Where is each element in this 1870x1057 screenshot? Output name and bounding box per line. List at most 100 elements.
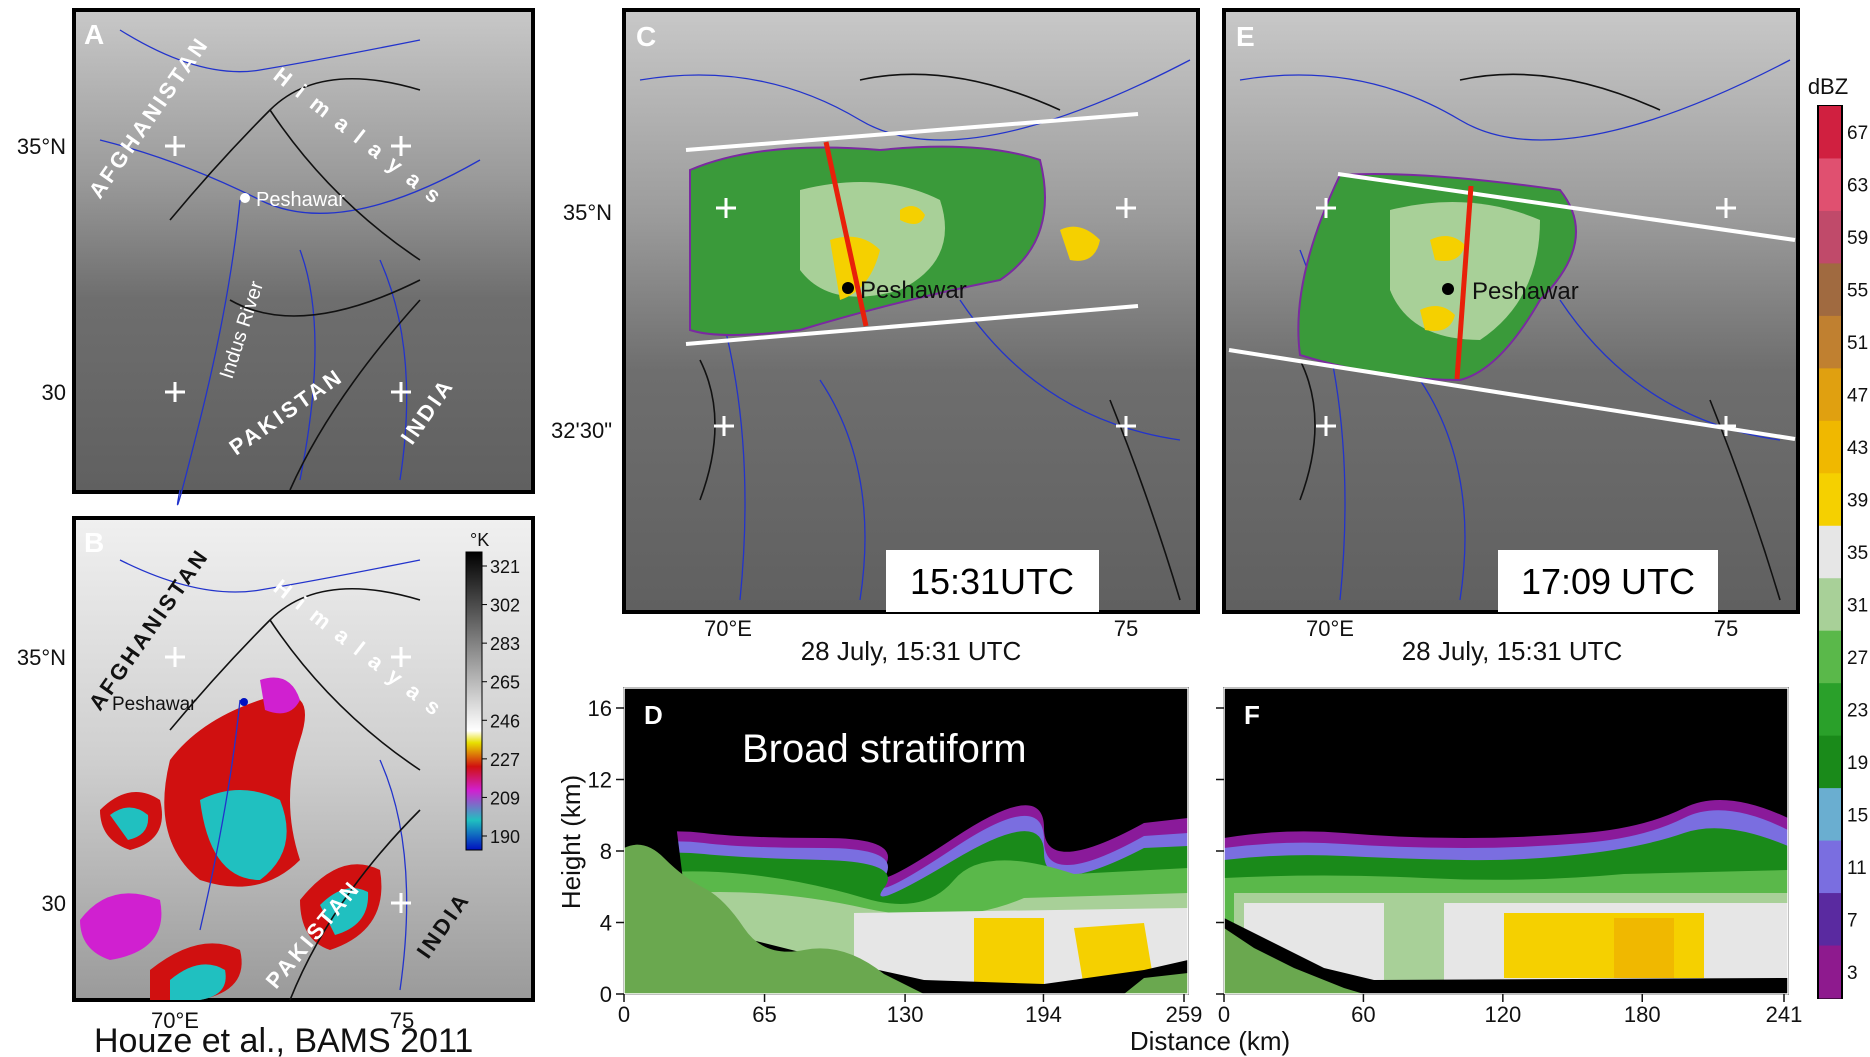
x-tick-label: 120: [1484, 1002, 1521, 1027]
peshawar-dot: [842, 282, 854, 294]
colorbar-segment: [1819, 368, 1841, 421]
peshawar-dot: [240, 193, 250, 203]
colorbar-segment: [1819, 526, 1841, 579]
lat-label: 35°N: [17, 134, 66, 159]
lon-label: 75: [1714, 616, 1738, 641]
x-tick-label: 0: [1218, 1002, 1230, 1027]
lat-label: 35°N: [563, 200, 612, 225]
city-label: Peshawar: [112, 694, 197, 715]
colorbar-label: 15: [1847, 805, 1868, 826]
colorbar-label: 35: [1847, 543, 1868, 564]
x-tick-label: 259: [1166, 1002, 1203, 1027]
lat-label: 30: [42, 891, 66, 916]
lat-label: 35°N: [17, 645, 66, 670]
colorbar-label: 47: [1847, 386, 1868, 407]
panel-label: E: [1236, 21, 1255, 52]
colorbar-label: 59: [1847, 228, 1868, 249]
x-tick-label: 180: [1624, 1002, 1661, 1027]
colorbar-segment: [1819, 473, 1841, 526]
panel-d: D Broad stratiform 0 65 130 194 259 0 4 8 12 16: [588, 688, 1203, 1027]
figure: A AFGHANISTAN Himalayas Peshawar Indus R…: [0, 0, 1870, 1057]
y-tick-label: 4: [600, 911, 612, 936]
panel-c: Peshawar C 15:31UTC 35°N 32'30" 70°E 75 …: [551, 10, 1198, 666]
panel-a: A AFGHANISTAN Himalayas Peshawar Indus R…: [17, 10, 533, 505]
colorbar-label: 11: [1847, 858, 1867, 879]
y-tick-label: 12: [588, 768, 612, 793]
colorbar-segment: [1819, 631, 1841, 684]
colorbar-label: 265: [490, 673, 520, 693]
lat-label: 32'30": [551, 418, 612, 443]
time-label: 15:31UTC: [910, 561, 1074, 602]
panel-label: A: [84, 19, 104, 50]
city-label: Peshawar: [860, 277, 967, 304]
colorbar-label: 31: [1847, 595, 1868, 616]
colorbar-unit: dBZ: [1808, 74, 1848, 99]
colorbar-segment: [1819, 158, 1841, 211]
colorbar-segment: [1819, 106, 1841, 159]
colorbar-label: 321: [490, 557, 520, 577]
colorbar-label: 23: [1847, 700, 1868, 721]
citation: Houze et al., BAMS 2011: [94, 1022, 473, 1057]
colorbar: [466, 552, 482, 850]
map-caption: 28 July, 15:31 UTC: [1402, 636, 1623, 666]
colorbar-label: 51: [1847, 333, 1868, 354]
time-label: 17:09 UTC: [1521, 561, 1695, 602]
panel-label: F: [1244, 700, 1260, 730]
colorbar-segment: [1819, 736, 1841, 789]
x-tick-label: 60: [1351, 1002, 1375, 1027]
panel-b: B AFGHANISTAN Himalayas Peshawar PAKISTA…: [17, 518, 533, 1033]
colorbar-label: 190: [490, 827, 520, 847]
colorbar-label: 19: [1847, 753, 1868, 774]
colorbar-segment: [1819, 683, 1841, 736]
colorbar-segment: [1819, 211, 1841, 264]
y-tick-label: 0: [600, 982, 612, 1007]
colorbar-segment: [1819, 788, 1841, 841]
colorbar-segment: [1819, 578, 1841, 631]
colorbar-label: 39: [1847, 491, 1868, 512]
city-label: Peshawar: [256, 189, 345, 211]
x-tick-label: 65: [752, 1002, 776, 1027]
y-tick-label: 8: [600, 839, 612, 864]
colorbar-label: 27: [1847, 648, 1868, 669]
x-tick-label: 130: [887, 1002, 924, 1027]
colorbar-label: 7: [1847, 910, 1858, 931]
colorbar-label: 227: [490, 750, 520, 770]
lon-label: 70°E: [1306, 616, 1354, 641]
lon-label: 70°E: [704, 616, 752, 641]
colorbar-segment: [1819, 421, 1841, 474]
colorbar-segment: [1819, 841, 1841, 894]
map-caption: 28 July, 15:31 UTC: [801, 636, 1022, 666]
lon-label: 75: [1114, 616, 1138, 641]
colorbar-segment: [1819, 263, 1841, 316]
colorbar-label: 63: [1847, 176, 1868, 197]
colorbar-label: 283: [490, 634, 520, 654]
panel-e: Peshawar E 17:09 UTC 70°E 75 28 July, 15…: [1224, 10, 1798, 666]
city-label: Peshawar: [1472, 278, 1579, 305]
colorbar-unit: °K: [470, 530, 489, 550]
colorbar-label: 55: [1847, 281, 1868, 302]
colorbar: 67 63 59 55 51 47 43 39 35 31 27 23 19 15 11 7 3: [1819, 106, 1868, 999]
x-tick-label: 194: [1025, 1002, 1062, 1027]
colorbar-label: 302: [490, 596, 520, 616]
colorbar-segment: [1819, 946, 1841, 999]
colorbar-label: 209: [490, 788, 520, 808]
colorbar-segment: [1819, 893, 1841, 946]
colorbar-segment: [1819, 316, 1841, 369]
colorbar-label: 43: [1847, 438, 1868, 459]
peshawar-dot: [1442, 283, 1454, 295]
colorbar-label: 246: [490, 711, 520, 731]
lat-label: 30: [42, 380, 66, 405]
x-tick-label: 0: [618, 1002, 630, 1027]
panel-label: B: [84, 527, 104, 558]
y-tick-label: 16: [588, 696, 612, 721]
colorbar-label: 67: [1847, 123, 1868, 144]
panel-f: F 0 60 120 180 241: [1216, 688, 1802, 1027]
panel-label: C: [636, 21, 656, 52]
colorbar-label: 3: [1847, 963, 1858, 984]
annotation: Broad stratiform: [742, 727, 1027, 771]
peshawar-dot: [240, 698, 248, 706]
x-tick-label: 241: [1766, 1002, 1803, 1027]
x-axis-label: Distance (km): [1130, 1026, 1290, 1056]
panel-label: D: [644, 700, 663, 730]
y-axis-label: Height (km): [556, 775, 586, 909]
